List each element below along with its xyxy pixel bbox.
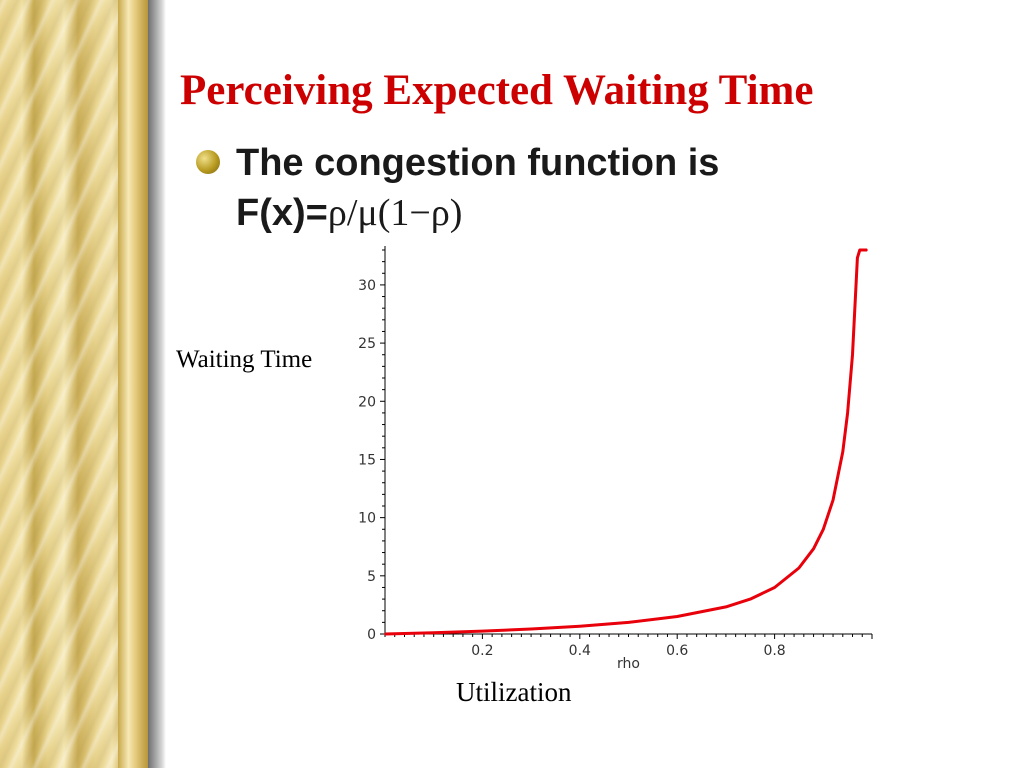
data-point [749,598,752,600]
x-axis-title: Utilization [456,677,572,707]
x-tick-label: 0.4 [569,643,591,659]
data-point [627,621,630,624]
x-tick-label: 0.8 [763,643,785,659]
formula-expression: ρ/μ(1−ρ) [327,192,463,234]
y-tick-label: 5 [367,569,376,585]
data-point [859,249,861,251]
data-point [676,615,678,618]
data-point [861,249,864,251]
data-point [579,625,581,628]
data-point [856,256,859,259]
data-point [866,249,868,251]
x-tick-label: 0.2 [471,643,493,659]
data-point [822,528,825,531]
y-tick-label: 30 [358,278,376,294]
data-point [432,631,435,634]
data-point [384,633,386,635]
y-tick-label: 15 [358,452,376,468]
slide-title: Perceiving Expected Waiting Time [180,67,814,114]
data-point [863,249,866,251]
data-point [841,450,844,453]
formula-prefix: F(x)= [236,192,328,234]
y-axis-title: Waiting Time [176,346,313,373]
data-point [846,412,849,414]
data-point [725,606,727,608]
x-axis-label: rho [617,656,640,672]
decorative-gold-bar [118,0,148,768]
y-tick-label: 25 [358,336,376,352]
y-tick-label: 20 [358,394,376,410]
y-tick-label: 10 [358,511,376,527]
data-point [812,547,815,550]
bullet-text-block: The congestion function is F(x)=ρ/μ(1−ρ) [236,138,719,238]
data-point [798,567,800,569]
data-point [851,353,854,356]
bullet-line-1: The congestion function is [236,142,720,184]
series-line [384,248,868,636]
decorative-shadow-bar [148,0,166,768]
bullet-icon [196,150,220,174]
x-tick-label: 0.6 [666,643,688,659]
y-tick-label: 0 [367,627,376,643]
waiting-time-chart: 0 5 10 15 20 25 30 0.2 0.4 0.6 0.8 rho [358,246,873,672]
data-point [481,630,484,632]
data-point [530,628,532,630]
data-point [832,499,834,501]
data-point [773,586,776,589]
bullet-line-2: F(x)=ρ/μ(1−ρ) [236,188,719,238]
